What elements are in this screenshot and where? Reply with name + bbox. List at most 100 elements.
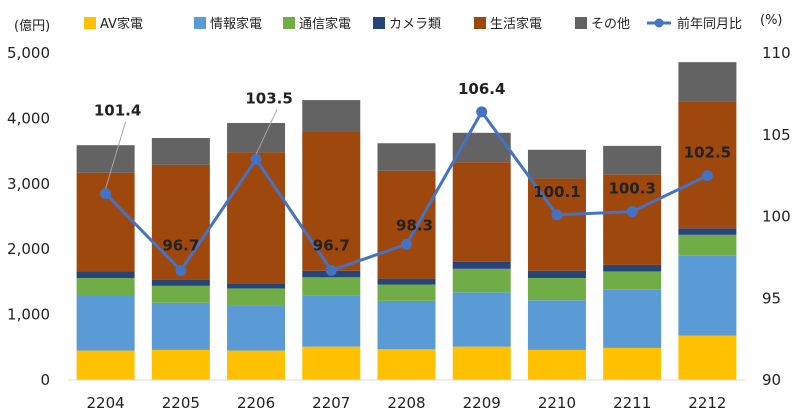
yoy-point (626, 206, 638, 218)
label-leader-line (255, 109, 278, 155)
bar-segment (302, 277, 361, 296)
left-tick-label: 2,000 (7, 240, 50, 258)
bar-segment (151, 285, 210, 303)
bar-segment (678, 62, 737, 102)
legend-label: その他 (591, 17, 630, 32)
legend-swatch (194, 17, 206, 29)
legend-label: 生活家電 (490, 16, 542, 32)
bar-segment (603, 289, 662, 348)
right-tick-label: 110 (762, 44, 791, 62)
yoy-data-label: 106.4 (458, 80, 505, 98)
bar-segment (76, 277, 135, 295)
right-tick-label: 90 (762, 371, 781, 389)
bar-segment (452, 162, 511, 262)
data-labels: 101.4 96.7 103.5 96.7 98.3 106.4 100.1 100.3 102… (94, 80, 731, 255)
left-tick-label: 3,000 (7, 175, 50, 193)
legend-swatch (84, 17, 96, 29)
right-axis-unit: (%) (760, 13, 783, 28)
category-label: 2207 (312, 394, 350, 412)
bar-segment (452, 261, 511, 269)
left-tick-label: 0 (40, 371, 50, 389)
bar-segment (603, 264, 662, 272)
bar-segment (377, 300, 436, 350)
left-axis-unit: (億円) (14, 18, 50, 34)
bar-segment (151, 279, 210, 286)
bar-segment (678, 101, 737, 229)
bar-segment (452, 292, 511, 347)
bar-segment (151, 138, 210, 165)
bar-segment (302, 131, 361, 271)
right-tick-label: 95 (762, 289, 781, 307)
category-label: 2204 (87, 394, 125, 412)
legend-label: AV家電 (100, 16, 143, 32)
bar-segment (227, 152, 286, 284)
bar-segment (527, 300, 586, 350)
yoy-data-label: 103.5 (245, 89, 292, 107)
yoy-point (250, 153, 262, 165)
bar-segment (527, 277, 586, 301)
bar-segment (302, 295, 361, 347)
bar-segment (527, 178, 586, 271)
legend-label: 前年同月比 (677, 16, 742, 32)
bar-segment (377, 278, 436, 285)
yoy-line-layer (100, 106, 713, 276)
bar-segment (603, 174, 662, 265)
bar-segment (227, 283, 286, 289)
bar-segment (527, 270, 586, 278)
bar-segment (603, 145, 662, 175)
bar-segment (603, 347, 662, 380)
yoy-data-label: 101.4 (94, 102, 141, 120)
category-label: 2210 (538, 394, 576, 412)
bar-segment (76, 271, 135, 278)
bar-segment (377, 143, 436, 171)
right-axis-ticks: 90 95 100 105 110 (762, 44, 791, 389)
bar-segment (603, 271, 662, 290)
bar-segment (678, 255, 737, 336)
bar-segment (377, 349, 436, 380)
yoy-data-label: 100.3 (608, 180, 655, 198)
yoy-data-label: 96.7 (313, 236, 350, 254)
category-label: 2205 (162, 394, 200, 412)
yoy-data-label: 98.3 (396, 216, 433, 234)
yoy-point (175, 264, 187, 276)
category-labels: 2204 2205 2206 2207 2208 2209 2210 2211 2212 (87, 394, 727, 412)
yoy-point (401, 238, 412, 250)
bar-segment (227, 305, 286, 351)
yoy-point (100, 188, 112, 200)
legend: AV家電 情報家電 通信家電 カメラ類 生活家電 その他 前年同月比 (84, 16, 742, 32)
category-label: 2212 (688, 394, 726, 412)
bar-segment (678, 234, 737, 256)
legend-label: 情報家電 (210, 16, 262, 32)
bar-segment (151, 164, 210, 280)
bar-segment (377, 170, 436, 279)
bar-segment (227, 122, 286, 153)
legend-label: 通信家電 (299, 16, 351, 32)
bar-segment (227, 288, 286, 306)
bar-segment (527, 149, 586, 179)
bar-segment (76, 145, 135, 173)
label-leader-line (105, 121, 127, 189)
yoy-point (476, 106, 488, 118)
yoy-point (325, 264, 337, 276)
yoy-data-label: 102.5 (684, 144, 731, 162)
legend-swatch (283, 17, 295, 29)
category-label: 2211 (613, 394, 651, 412)
right-tick-label: 100 (762, 208, 791, 226)
bar-stacks (76, 62, 737, 380)
bar-segment (452, 268, 511, 293)
bar-segment (452, 346, 511, 380)
bar-segment (76, 350, 135, 380)
left-tick-label: 4,000 (7, 109, 50, 127)
legend-marker (654, 18, 664, 28)
legend-swatch (575, 17, 587, 29)
legend-label: カメラ類 (389, 17, 441, 32)
legend-swatch (373, 17, 385, 29)
category-label: 2208 (387, 394, 425, 412)
bar-segment (151, 302, 210, 350)
bar-segment (76, 294, 135, 351)
left-tick-label: 1,000 (7, 306, 50, 324)
category-label: 2209 (463, 394, 501, 412)
yoy-data-label: 100.1 (533, 183, 580, 201)
bar-segment (302, 346, 361, 380)
